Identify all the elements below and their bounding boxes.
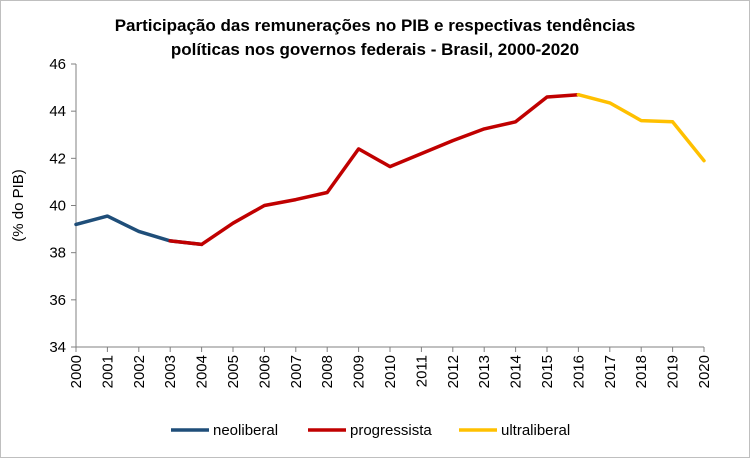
chart-title-line-1: Participação das remunerações no PIB e r… bbox=[114, 16, 636, 35]
series-line-ultraliberal bbox=[576, 92, 706, 163]
x-tick-label: 2001 bbox=[99, 355, 116, 388]
x-tick-label: 2013 bbox=[476, 355, 493, 388]
y-tick-label: 40 bbox=[49, 198, 66, 215]
legend-label-neoliberal: neoliberal bbox=[213, 422, 278, 439]
x-tick-label: 2015 bbox=[539, 355, 556, 388]
chart-title-line-2: políticas nos governos federais - Brasil… bbox=[170, 40, 580, 59]
x-tick-label: 2004 bbox=[194, 355, 211, 388]
x-tick-label: 2017 bbox=[602, 355, 619, 388]
y-axis-label: (% do PIB) bbox=[10, 169, 27, 242]
x-tick-label: 2020 bbox=[696, 355, 713, 388]
y-tick-label: 46 bbox=[49, 56, 66, 73]
x-tick-label: 2003 bbox=[162, 355, 179, 388]
series-line-neoliberal bbox=[74, 214, 204, 247]
x-tick-label: 2010 bbox=[382, 355, 399, 388]
y-tick-label: 38 bbox=[49, 245, 66, 262]
y-tick-label: 34 bbox=[49, 339, 66, 356]
x-tick-label: 2009 bbox=[351, 355, 368, 388]
x-tick-label: 2008 bbox=[319, 355, 336, 388]
x-tick-label: 2016 bbox=[570, 355, 587, 388]
chart-title: Participação das remunerações no PIB e r… bbox=[0, 14, 750, 62]
axes bbox=[71, 63, 705, 352]
y-tick-label: 42 bbox=[49, 150, 66, 167]
x-tick-label: 2006 bbox=[256, 355, 273, 388]
series-lines bbox=[74, 92, 706, 247]
x-tick-label: 2019 bbox=[665, 355, 682, 388]
legend: neoliberal progressista ultraliberal bbox=[171, 422, 570, 439]
series-line-progressista bbox=[168, 92, 581, 247]
tick-labels: 34 36 38 40 42 44 46 2000 2001 2002 2003 2004 2005 20… bbox=[49, 56, 713, 388]
x-tick-label: 2007 bbox=[288, 355, 305, 388]
x-tick-label: 2005 bbox=[225, 355, 242, 388]
y-tick-label: 36 bbox=[49, 292, 66, 309]
x-tick-label: 2014 bbox=[508, 355, 525, 388]
y-tick-label: 44 bbox=[49, 103, 66, 120]
x-tick-label: 2011 bbox=[413, 355, 430, 387]
x-tick-label: 2012 bbox=[445, 355, 462, 388]
legend-label-progressista: progressista bbox=[350, 422, 432, 439]
legend-label-ultraliberal: ultraliberal bbox=[501, 422, 570, 439]
x-tick-label: 2000 bbox=[68, 355, 85, 388]
x-tick-label: 2002 bbox=[131, 355, 148, 388]
x-tick-label: 2018 bbox=[633, 355, 650, 388]
